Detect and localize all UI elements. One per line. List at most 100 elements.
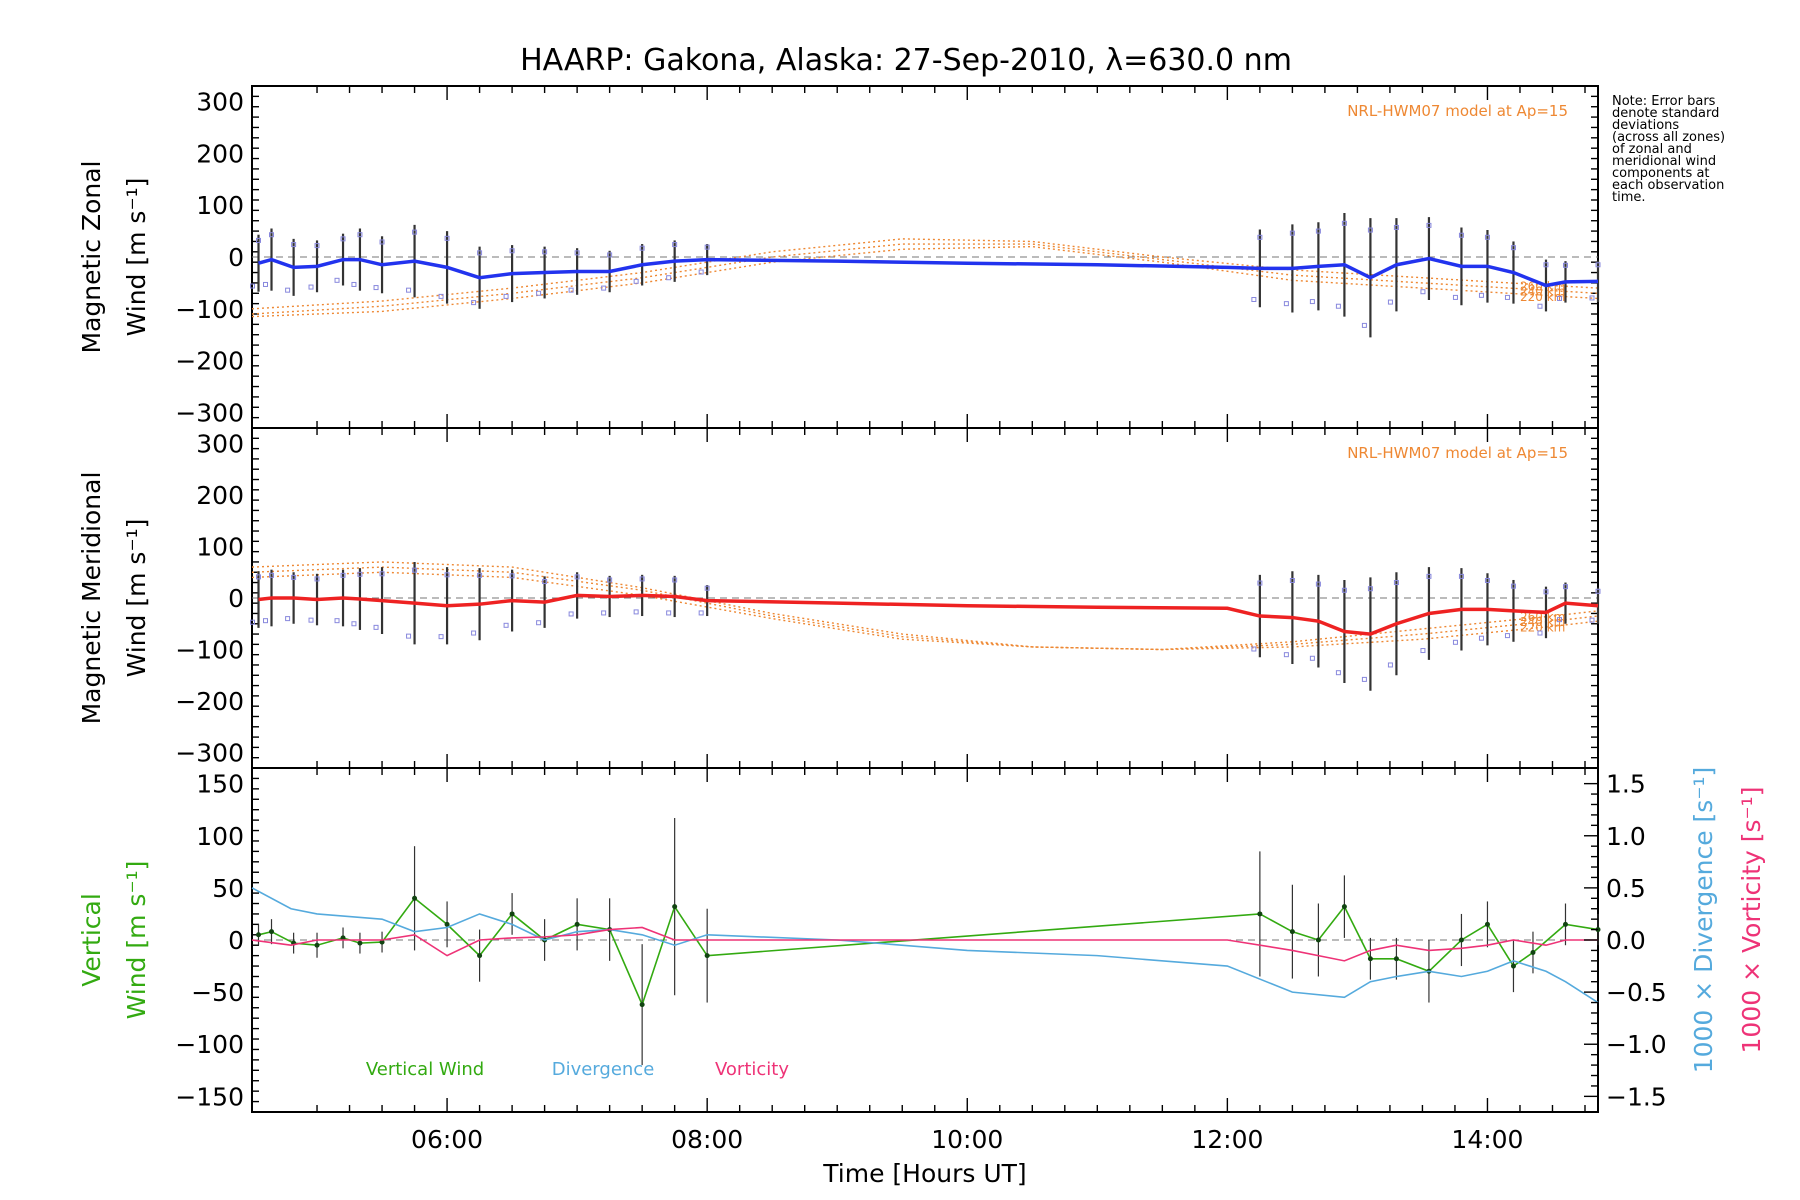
vorticity-axis-title: 1000 × Vorticity [s⁻¹] <box>1737 787 1766 1054</box>
zone-sample-point <box>1309 299 1315 305</box>
zone-sample-point <box>285 616 291 622</box>
y-axis-title-line1: Magnetic Meridional <box>77 472 106 725</box>
zone-sample-point <box>444 572 450 578</box>
note-line: each observation <box>1612 178 1725 193</box>
y-tick-label: 0 <box>228 243 244 272</box>
y-tick-label: −100 <box>175 295 244 324</box>
y-tick-label: 0 <box>228 584 244 613</box>
zone-sample-point <box>263 281 269 287</box>
zone-sample-point <box>1393 580 1399 586</box>
y2-tick-label: −1.5 <box>1606 1082 1667 1111</box>
y-axis-title-line2: Wind [m s⁻¹] <box>122 178 151 337</box>
y-tick-label: −100 <box>175 1030 244 1059</box>
zone-sample-point <box>568 611 574 617</box>
zone-sample-point <box>1315 581 1321 587</box>
y-tick-label: 300 <box>196 88 244 117</box>
zone-sample-point <box>1478 292 1484 298</box>
altitude-label: 220 km <box>1520 290 1565 304</box>
zone-sample-point <box>471 630 477 636</box>
zone-sample-point <box>285 287 291 293</box>
y2-tick-label: 1.5 <box>1606 770 1646 799</box>
model-label: NRL-HWM07 model at Ap=15 <box>1347 102 1568 120</box>
zone-sample-point <box>314 243 320 249</box>
zone-sample-point <box>509 573 515 579</box>
zone-sample-point <box>1458 573 1464 579</box>
model-curve-220km <box>251 571 1599 651</box>
zone-sample-point <box>357 571 363 577</box>
zone-sample-point <box>1484 577 1490 583</box>
zone-sample-point <box>666 275 672 281</box>
vertical-wind-point <box>672 904 678 910</box>
zone-sample-point <box>1335 303 1341 309</box>
y-tick-label: 150 <box>196 770 244 799</box>
zone-sample-point <box>471 300 477 306</box>
y-tick-label: 100 <box>196 532 244 561</box>
zone-sample-point <box>666 610 672 616</box>
zone-sample-point <box>1595 262 1601 268</box>
zone-sample-point <box>412 567 418 573</box>
zone-sample-point <box>1458 232 1464 238</box>
zone-sample-point <box>704 585 710 591</box>
y-tick-label: 200 <box>196 481 244 510</box>
zone-sample-point <box>1309 655 1315 661</box>
vertical-wind-point <box>269 929 275 935</box>
zone-sample-point <box>1289 230 1295 236</box>
vertical-wind-point <box>1484 921 1490 927</box>
zone-sample-point <box>1510 245 1516 251</box>
y-tick-label: −300 <box>175 398 244 427</box>
zone-sample-point <box>1543 262 1549 268</box>
zone-sample-point <box>291 574 297 580</box>
zone-sample-point <box>412 229 418 235</box>
y-axis-title-line1: Vertical <box>77 893 106 987</box>
y2-tick-label: 0.0 <box>1606 926 1646 955</box>
zone-sample-point <box>601 610 607 616</box>
zone-sample-point <box>477 250 483 256</box>
zone-sample-point <box>568 287 574 293</box>
zone-sample-point <box>379 239 385 245</box>
y2-tick-label: 1.0 <box>1606 822 1646 851</box>
zone-sample-point <box>601 285 607 291</box>
y2-tick-label: 0.5 <box>1606 874 1646 903</box>
zone-sample-point <box>1361 322 1367 328</box>
vertical-wind-point <box>340 935 346 941</box>
zone-sample-point <box>639 245 645 251</box>
zone-sample-point <box>1504 633 1510 639</box>
x-tick-label: 06:00 <box>411 1125 483 1154</box>
zone-sample-point <box>444 235 450 241</box>
zone-sample-point <box>308 284 314 290</box>
altitude-label: 240 km <box>1520 285 1565 299</box>
vertical-wind-point <box>1458 937 1464 943</box>
zone-sample-point <box>698 610 704 616</box>
note-line: Note: Error bars <box>1612 94 1716 109</box>
zone-sample-point <box>1478 635 1484 641</box>
zone-sample-point <box>1484 234 1490 240</box>
zone-sample-point <box>672 242 678 248</box>
zone-sample-point <box>574 574 580 580</box>
vertical-wind-point <box>1289 929 1295 935</box>
zone-sample-point <box>438 634 444 640</box>
chart-title: HAARP: Gakona, Alaska: 27-Sep-2010, λ=63… <box>520 43 1292 78</box>
y-tick-label: −100 <box>175 636 244 665</box>
zone-sample-point <box>509 248 515 254</box>
x-tick-label: 08:00 <box>671 1125 743 1154</box>
vertical-wind-point <box>412 895 418 901</box>
zone-sample-point <box>1387 299 1393 305</box>
zone-sample-point <box>373 285 379 291</box>
vertical-wind-point <box>1367 956 1373 962</box>
note-line: (across all zones) <box>1612 130 1726 145</box>
zone-sample-point <box>1589 617 1595 623</box>
vertical-wind-point <box>1393 956 1399 962</box>
zone-sample-point <box>633 278 639 284</box>
altitude-label: 220 km <box>1520 620 1565 634</box>
zone-sample-point <box>340 572 346 578</box>
vertical-wind-point <box>509 911 515 917</box>
y-tick-label: −50 <box>191 978 244 1007</box>
zone-sample-point <box>503 293 509 299</box>
vertical-wind-point <box>477 953 483 959</box>
zone-sample-point <box>1426 222 1432 228</box>
zone-sample-point <box>1335 670 1341 676</box>
panel-1: 300 200 100 0 −100 −200 −300 Magnetic Zonal Wind… <box>77 85 1601 429</box>
legend-vorticity: Vorticity <box>715 1059 789 1080</box>
zone-sample-point <box>357 232 363 238</box>
